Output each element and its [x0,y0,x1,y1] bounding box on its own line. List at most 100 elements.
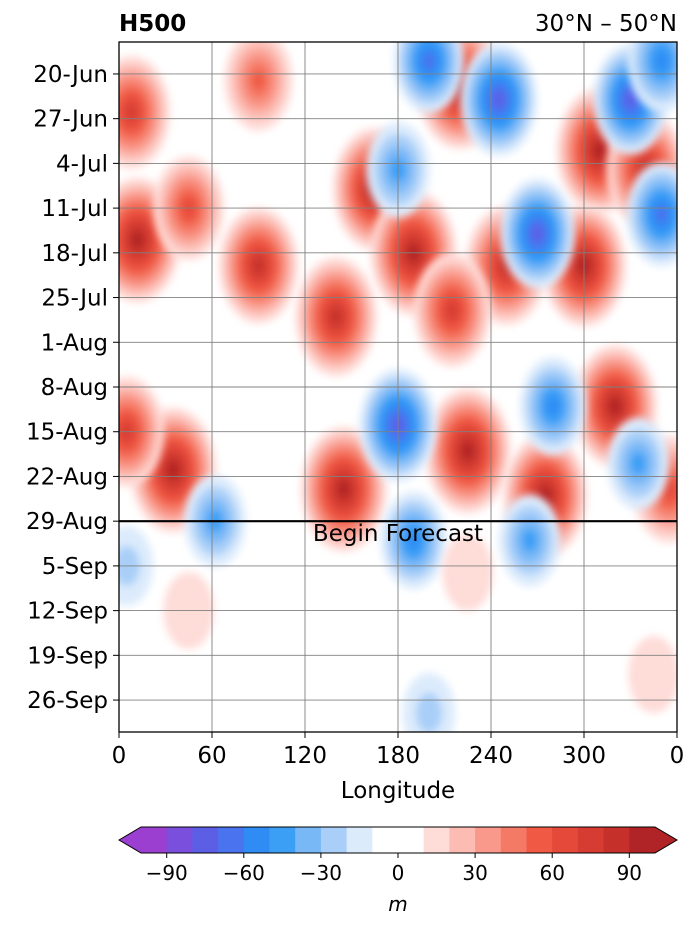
chart-title-left: H500 [119,11,186,37]
y-tick-label: 22-Aug [26,464,108,490]
anomaly-blob [424,388,511,514]
y-tick-label: 25-Jul [41,286,108,312]
x-tick-label: 240 [469,743,513,769]
y-tick-label: 27-Jun [33,107,108,133]
anomaly-contour-band [132,233,143,248]
colorbar-extend-max [655,827,677,853]
anomaly-contour-band [630,452,646,476]
y-tick-label: 15-Aug [26,420,108,446]
anomaly-blob [224,42,293,131]
anomaly-blob [460,43,538,156]
colorbar-tick-label: 30 [462,861,487,885]
colorbar-tick-label: 0 [392,861,405,885]
anomaly-blob [119,55,170,169]
x-tick-label: 300 [562,743,606,769]
x-tick-label: 0 [112,743,127,769]
y-tick-label: 11-Jul [41,196,108,222]
anomaly-blob [413,253,491,367]
anomaly-blob [393,42,465,114]
anomaly-contour-band [654,51,669,72]
anomaly-contour-band [338,482,349,497]
anomaly-field [119,42,677,732]
colorbar-tick-label: −90 [146,861,188,885]
anomaly-contour-band [594,143,605,158]
colorbar-segment [423,827,450,853]
colorbar-tick-label: 90 [617,861,642,885]
anomaly-contour-band [442,533,494,611]
anomaly-contour-band [628,636,677,713]
colorbar: −90 −60 −30 0 30 60 90 [118,826,678,885]
anomaly-contour-band [462,443,473,458]
colorbar-extend-min [119,827,141,853]
colorbar-segment [295,827,322,853]
anomaly-contour-band [330,309,342,325]
anomaly-blob [628,636,677,713]
colorbar-segment [346,827,373,853]
anomaly-contour-band [415,692,443,732]
colorbar-outline [118,826,678,854]
y-tick-label: 5-Sep [42,554,108,580]
colorbar-segment [603,827,630,853]
colorbar-segment [141,827,168,853]
chart-title-right: 30°N – 50°N [535,11,677,37]
colorbar-segment [269,827,296,853]
y-tick-label: 1-Aug [41,330,108,356]
anomaly-blob [593,44,668,155]
anomaly-blob [498,494,561,587]
anomaly-blob [520,357,586,456]
anomaly-blob [402,672,456,732]
anomaly-blob [500,178,575,289]
x-tick-label: 0 [670,743,685,769]
anomaly-contour-band [253,258,264,273]
colorbar-segment [449,827,476,853]
anomaly-blob [295,257,377,377]
y-tick-label: 19-Sep [27,643,108,669]
colorbar-tick-label: −60 [223,861,265,885]
y-tick-label: 12-Sep [27,599,108,625]
anomaly-blob [627,42,677,112]
anomaly-contour-band [655,205,668,224]
colorbar-segment [475,827,502,853]
y-axis: 20-Jun 27-Jun 4-Jul 11-Jul 18-Jul 25-Jul 1-Aug… [26,62,119,714]
y-tick-label: 20-Jun [33,62,108,88]
anomaly-contour-band [625,91,636,108]
colorbar-segment [243,827,270,853]
y-tick-label: 8-Aug [41,375,108,401]
anomaly-contour-band [251,70,266,91]
anomaly-contour-band [522,528,538,552]
anomaly-contour-band [546,396,560,416]
colorbar-segment [500,827,527,853]
y-tick-label: 26-Sep [27,688,108,714]
anomaly-contour-band [610,399,620,414]
colorbar-segment [372,827,425,853]
colorbar-segment [577,827,605,853]
colorbar-segment [192,827,219,853]
colorbar-segment [629,827,656,853]
anomaly-blob [218,207,299,324]
colorbar-segment [320,827,348,853]
anomaly-blob [626,162,677,267]
colorbar-segment [526,827,553,853]
y-tick-label: 29-Aug [26,509,108,535]
colorbar-label: m [388,892,407,916]
colorbar-segment [166,827,193,853]
x-axis-label: Longitude [341,778,455,804]
anomaly-contour-band [663,480,676,499]
anomaly-contour-band [406,530,421,551]
anomaly-contour-band [168,463,179,478]
plot-area: Begin Forecast [118,41,678,733]
x-tick-label: 120 [283,743,327,769]
colorbar-tick-label: −30 [300,861,342,885]
x-axis: 0 60 120 180 240 300 0 [112,732,685,769]
anomaly-contour-band [423,52,435,70]
forecast-marker: Begin Forecast [119,520,677,547]
anomaly-blob [442,533,494,611]
anomaly-contour-band [532,225,543,242]
anomaly-contour-band [493,91,505,108]
x-tick-label: 180 [376,743,420,769]
anomaly-blob [607,417,670,510]
y-tick-label: 4-Jul [56,151,108,177]
colorbar-tick-label: 60 [539,861,564,885]
anomaly-contour-band [446,302,458,319]
